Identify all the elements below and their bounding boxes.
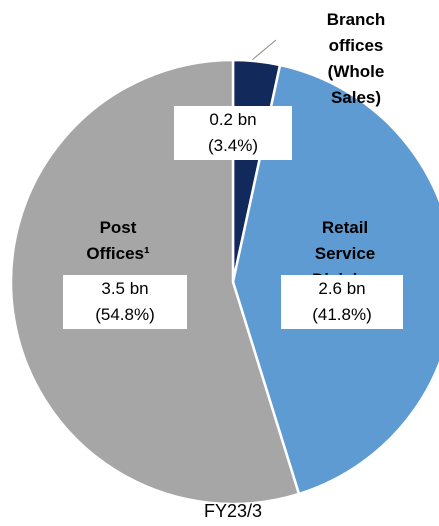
- value-label: (41.8%): [281, 301, 403, 329]
- amount-label: 3.5 bn: [63, 275, 187, 303]
- amount-label: 0.2 bn: [174, 106, 292, 134]
- amount-label: 2.6 bn: [281, 275, 403, 303]
- caption: FY23/3: [203, 501, 263, 521]
- value-label: (3.4%): [174, 132, 292, 160]
- category-label: Branch offices (Whole Sales): [326, 10, 386, 107]
- category-label: Post Offices¹: [86, 218, 150, 263]
- leader-line: [251, 39, 277, 61]
- value-label: (54.8%): [63, 301, 187, 329]
